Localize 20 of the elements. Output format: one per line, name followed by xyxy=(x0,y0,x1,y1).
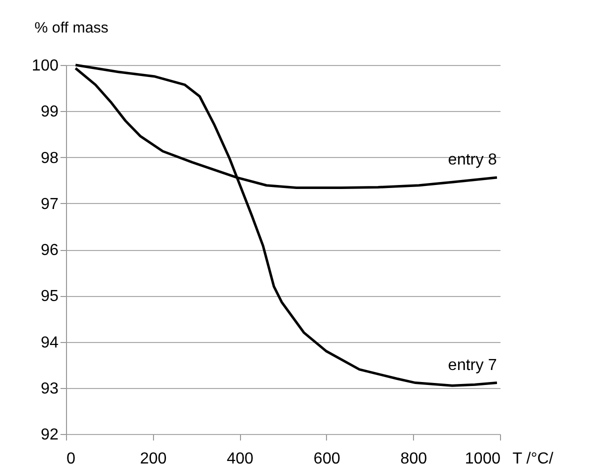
y-tick-label: 96 xyxy=(40,242,59,259)
x-tick-label: 200 xyxy=(140,450,167,468)
series-label: entry 8 xyxy=(448,152,498,169)
y-tick-label: 93 xyxy=(40,380,59,398)
x-tick-label: 0 xyxy=(66,450,76,468)
x-tick-label: 400 xyxy=(226,450,254,468)
x-tick-label: 600 xyxy=(314,450,340,468)
series-label: entry 7 xyxy=(448,356,498,374)
y-tick-label: 95 xyxy=(40,288,59,306)
y-tick-label: 100 xyxy=(32,58,59,74)
y-tick-label: 98 xyxy=(40,150,59,167)
y-tick-label: 94 xyxy=(40,334,59,352)
y-tick-label: 99 xyxy=(40,104,59,121)
y-axis-title: % off mass xyxy=(34,20,108,36)
y-tick-label: 97 xyxy=(40,196,59,213)
x-axis-title: T /°C/ xyxy=(512,450,554,468)
x-tick-label: 1000 xyxy=(464,450,501,468)
y-tick-label: 92 xyxy=(40,426,59,444)
line-series xyxy=(74,64,498,387)
x-tick-label: 800 xyxy=(400,450,428,468)
